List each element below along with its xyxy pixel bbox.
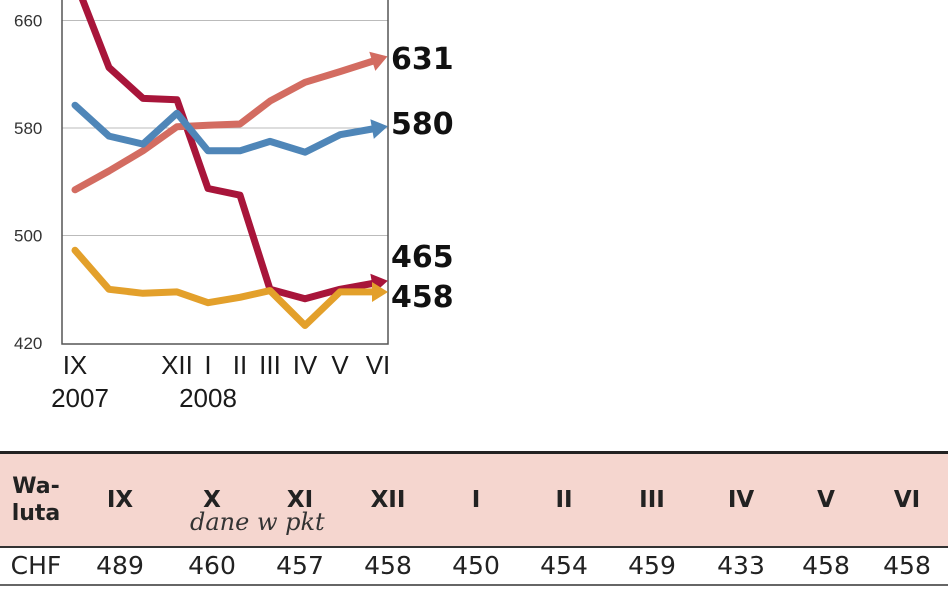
series-arrowhead: [370, 119, 388, 139]
x-tick-label: I: [204, 350, 211, 380]
month-header: XII: [370, 486, 406, 513]
value-cell: 460: [188, 551, 236, 580]
currency-header-line: luta: [11, 500, 61, 526]
y-tick-label: 660: [14, 12, 42, 31]
series-line: [71, 246, 382, 329]
end-value-labels: 465 631 580 458: [391, 42, 454, 315]
month-header: III: [639, 486, 665, 513]
series-line: [78, 0, 382, 303]
month-header: I: [471, 486, 481, 513]
table-row: CHF 489 460 457 458 450 454 459 433 458 …: [0, 546, 948, 585]
series-end-label: 631: [391, 42, 454, 77]
value-cell: 459: [628, 551, 676, 580]
units-note: dane w pkt: [190, 508, 325, 536]
month-header: V: [817, 486, 835, 513]
series-end-label: 458: [391, 280, 454, 315]
value-cell: 489: [96, 551, 144, 580]
table-header-row: Wa- luta IX X XI XII I II III IV V VI: [0, 452, 948, 547]
plot-frame: [61, 0, 389, 345]
value-cell: 450: [452, 551, 500, 580]
x-tick-label: XII: [161, 350, 193, 380]
series-arrowhead: [372, 281, 388, 302]
x-tick-label: VI: [366, 350, 391, 380]
y-tick-label: 500: [14, 227, 42, 246]
x-tick-year: 2008: [179, 383, 237, 413]
currency-column-header: Wa- luta: [0, 453, 72, 547]
value-cell: 458: [802, 551, 850, 580]
month-header: IX: [106, 486, 134, 513]
currency-cell: CHF: [10, 551, 62, 580]
x-tick-year: 2007: [51, 383, 109, 413]
value-cell: 458: [883, 551, 931, 580]
series-end-label: 580: [391, 107, 454, 142]
month-header: XI: [286, 486, 314, 513]
series-line: [71, 101, 382, 156]
value-cell: 457: [276, 551, 324, 580]
x-tick-label: V: [331, 350, 349, 380]
y-tick-label: 580: [14, 119, 42, 138]
y-tick-label: 420: [14, 334, 42, 353]
value-cell: 433: [717, 551, 765, 580]
series-line: [71, 56, 382, 194]
month-header: IV: [727, 486, 755, 513]
series-arrowhead: [369, 51, 388, 71]
currency-header-line: Wa-: [12, 473, 60, 499]
month-header: X: [203, 486, 221, 513]
value-cell: 458: [364, 551, 412, 580]
series-end-label: 465: [391, 240, 454, 275]
x-tick-label: IV: [293, 350, 318, 380]
x-tick-label: IX: [63, 350, 88, 380]
currency-table: Wa- luta IX X XI XII I II III IV V VI CH…: [0, 451, 948, 595]
table-row-cut: [0, 584, 948, 595]
y-axis-ticks: 420 500 580 660: [14, 12, 42, 354]
x-tick-label: II: [233, 350, 247, 380]
x-tick-label: III: [259, 350, 281, 380]
value-cell: 454: [540, 551, 588, 580]
month-header: VI: [893, 486, 921, 513]
month-header: II: [555, 486, 573, 513]
series-lines: [71, 0, 388, 329]
